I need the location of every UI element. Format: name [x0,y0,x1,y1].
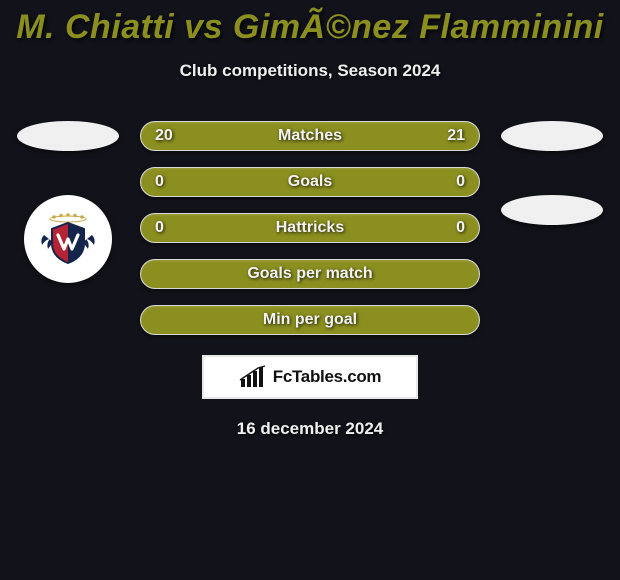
brand-watermark: FcTables.com [202,355,418,399]
left-player-column [8,121,128,283]
club-shield-wings-icon [38,209,98,269]
stat-left-value: 20 [155,127,173,145]
stat-label: Min per goal [263,311,357,329]
stat-row-goals-per-match: Goals per match [140,259,480,289]
stat-label: Hattricks [276,219,344,237]
stats-bars: 20 Matches 21 0 Goals 0 0 Hattricks 0 Go… [128,121,492,335]
stat-left-value: 0 [155,219,164,237]
stat-label: Matches [278,127,342,145]
brand-text: FcTables.com [273,367,382,387]
left-flag-icon [17,121,119,151]
comparison-body: 20 Matches 21 0 Goals 0 0 Hattricks 0 Go… [0,121,620,335]
comparison-subtitle: Club competitions, Season 2024 [0,61,620,81]
stat-left-value: 0 [155,173,164,191]
right-player-column [492,121,612,225]
stat-right-value: 0 [456,173,465,191]
stat-row-min-per-goal: Min per goal [140,305,480,335]
stat-row-matches: 20 Matches 21 [140,121,480,151]
right-flag-icon [501,121,603,151]
stat-row-goals: 0 Goals 0 [140,167,480,197]
bar-chart-icon [239,365,267,389]
stat-label: Goals [288,173,332,191]
stat-row-hattricks: 0 Hattricks 0 [140,213,480,243]
right-flag-icon-2 [501,195,603,225]
left-club-badge-icon [24,195,112,283]
stat-right-value: 21 [447,127,465,145]
stat-right-value: 0 [456,219,465,237]
stat-label: Goals per match [247,265,372,283]
comparison-title: M. Chiatti vs GimÃ©nez Flamminini [0,0,620,47]
comparison-date: 16 december 2024 [0,419,620,439]
